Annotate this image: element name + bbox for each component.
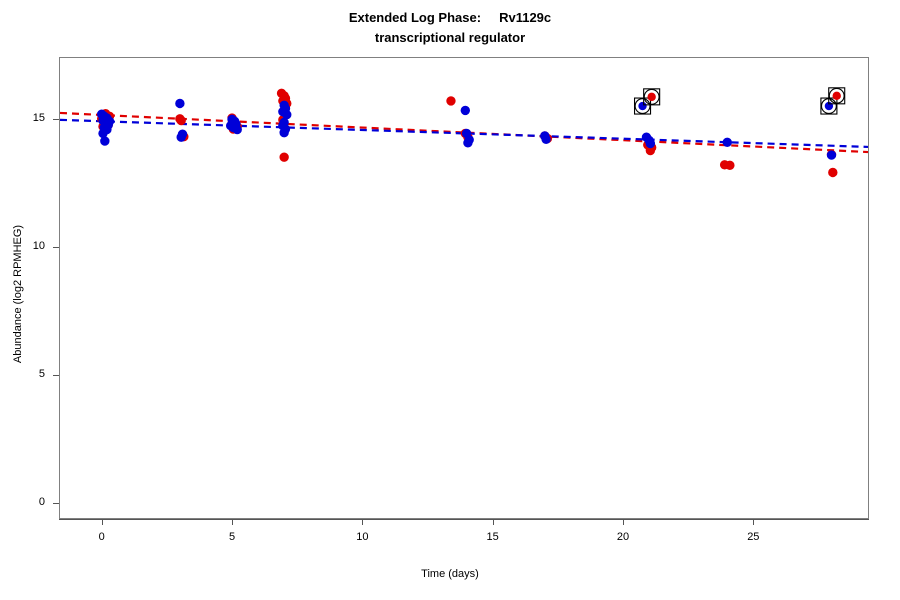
- x-tick-label: 0: [98, 531, 105, 543]
- data-point-red: [446, 96, 456, 106]
- x-tick-label: 5: [228, 531, 236, 543]
- data-point-blue: [100, 136, 110, 146]
- data-point-red: [279, 152, 289, 162]
- chart-title-line1: Extended Log Phase: Rv1129c: [348, 10, 552, 25]
- y-tick-label: 5: [38, 367, 45, 380]
- y-tick-label: 15: [32, 112, 45, 125]
- x-axis-line: [59, 519, 869, 520]
- data-point-red: [725, 160, 735, 171]
- highlighted-data-point: [828, 87, 846, 105]
- data-point-blue: [460, 105, 471, 116]
- data-point-blue: [104, 116, 115, 127]
- x-tick-label: 25: [747, 531, 760, 543]
- x-tick-mark: [362, 519, 364, 525]
- x-tick-mark: [101, 519, 103, 525]
- data-point-blue: [176, 132, 186, 142]
- data-point-blue: [722, 137, 732, 148]
- highlighted-data-point: [820, 97, 838, 115]
- fit-line-blue-fit: [60, 118, 868, 149]
- x-tick-mark: [492, 519, 494, 525]
- chart-title-line2: transcriptional regulator: [374, 30, 526, 45]
- data-point-blue: [98, 128, 108, 139]
- highlighted-data-point: [633, 97, 652, 115]
- x-tick-label: 20: [616, 531, 630, 543]
- plot-svg: [60, 87, 868, 178]
- y-tick-mark: [53, 247, 59, 249]
- y-axis-title: Abundance (log2 RPMHEG): [12, 224, 24, 364]
- x-tick-label: 15: [486, 531, 499, 543]
- x-tick-mark: [622, 519, 624, 525]
- y-tick-mark: [53, 502, 59, 504]
- data-point-blue: [282, 110, 292, 120]
- y-tick-label: 10: [32, 240, 45, 253]
- y-tick-mark: [53, 119, 59, 121]
- x-axis-title: Time (days): [421, 568, 479, 580]
- data-point-blue: [826, 150, 837, 160]
- y-tick-label: 0: [38, 495, 45, 508]
- fit-line-red-fit: [60, 111, 868, 154]
- data-point-red: [828, 167, 838, 178]
- plot-panel: [59, 57, 869, 519]
- data-point-blue: [226, 121, 236, 131]
- data-point-blue: [463, 138, 473, 148]
- highlighted-data-point: [643, 88, 661, 106]
- x-tick-label: 10: [356, 531, 369, 543]
- data-point-blue: [279, 127, 289, 138]
- x-tick-mark: [753, 519, 755, 525]
- data-point-blue: [175, 98, 185, 109]
- data-point-red: [176, 115, 186, 126]
- y-tick-mark: [53, 374, 59, 376]
- x-tick-mark: [232, 519, 234, 525]
- data-point-blue: [645, 138, 656, 149]
- data-point-blue: [541, 134, 551, 144]
